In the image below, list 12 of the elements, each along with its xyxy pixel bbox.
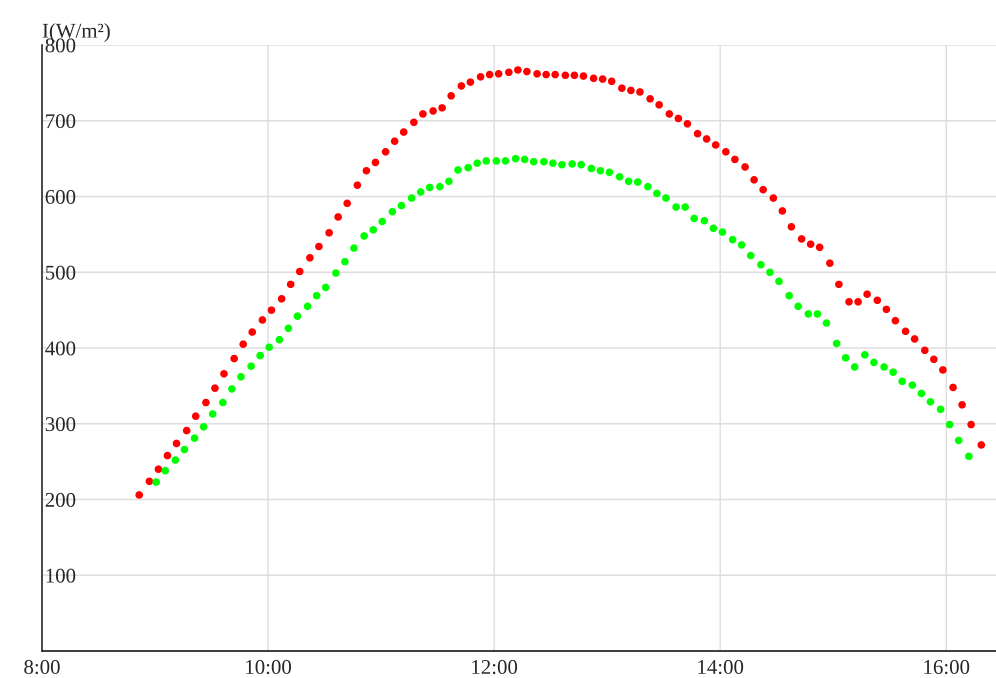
y-tick-label: 600 xyxy=(46,190,76,204)
x-tick-label: 12:00 xyxy=(472,660,518,674)
y-tick-label: 100 xyxy=(46,568,76,583)
y-tick-label: 200 xyxy=(46,492,76,507)
x-tick-label: 16:00 xyxy=(924,660,970,674)
y-tick-label: 500 xyxy=(46,266,76,280)
x-tick-label: 14:00 xyxy=(698,660,744,674)
y-tick-label: 300 xyxy=(46,417,76,432)
x-tick-label: 10:00 xyxy=(246,660,291,674)
y-tick-label: 700 xyxy=(46,114,76,128)
y-tick-label: 400 xyxy=(45,341,76,356)
x-tick-label: 8:00 xyxy=(24,660,60,674)
